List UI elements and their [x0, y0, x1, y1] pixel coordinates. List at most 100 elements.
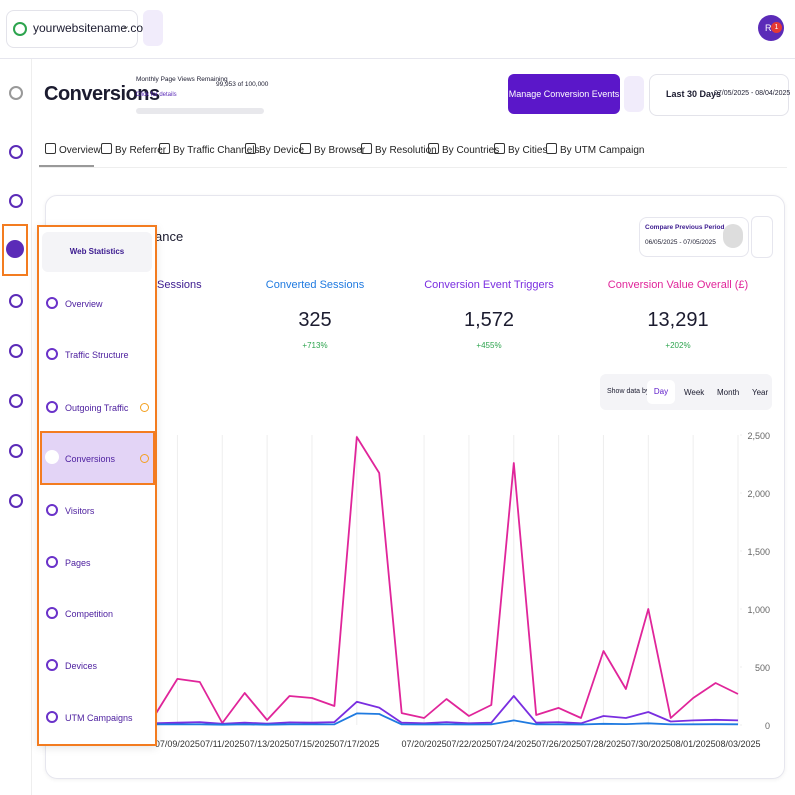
- quota-label: Monthly Page Views Remaining: [136, 76, 228, 83]
- x-tick-label: 07/22/2025: [446, 739, 491, 749]
- stat-label: Conversion Value Overall (£): [607, 279, 749, 291]
- menu-icon: [46, 556, 58, 568]
- menu-icon: [46, 659, 58, 671]
- menu-active: [40, 431, 155, 485]
- tab[interactable]: By Cities: [494, 143, 547, 156]
- menu-item[interactable]: Pages: [65, 558, 91, 568]
- chevron: ⌄: [121, 20, 131, 32]
- external-link[interactable]: [143, 10, 163, 46]
- show-by-option[interactable]: Day: [647, 380, 675, 404]
- sidebar: [0, 59, 32, 795]
- quota-value: 99,953 of 100,000: [216, 81, 269, 88]
- menu-item[interactable]: UTM Campaigns: [65, 713, 133, 723]
- x-tick-label: 07/30/2025: [626, 739, 671, 749]
- x-tick-label: 07/09/2025: [155, 739, 200, 749]
- menu-icon: [46, 711, 58, 723]
- menu-item[interactable]: Overview: [65, 299, 103, 309]
- nav-active-icon: [6, 240, 24, 258]
- y-tick-label: 1,000: [747, 605, 770, 615]
- site-selector[interactable]: [6, 10, 138, 48]
- stat-change: +455%: [476, 341, 502, 350]
- nav-icon[interactable]: [9, 444, 23, 458]
- menu-item[interactable]: Conversions: [65, 454, 116, 464]
- y-tick-label: 500: [755, 663, 770, 673]
- stat-value: 325: [298, 309, 332, 331]
- x-tick-label: 08/03/2025: [715, 739, 760, 749]
- menu-item[interactable]: Outgoing Traffic: [65, 403, 129, 413]
- stat-value: 1,572: [463, 309, 515, 331]
- tab[interactable]: By Referrer: [101, 143, 166, 156]
- show-by-label: Show data by:: [607, 388, 652, 395]
- compare-range: 06/05/2025 - 07/05/2025: [645, 239, 716, 246]
- menu-item[interactable]: Competition: [65, 609, 114, 619]
- tab[interactable]: Overview: [45, 143, 101, 156]
- compare-label: Compare Previous Period: [645, 224, 725, 231]
- tab-divider: [39, 167, 787, 168]
- stat-change: +202%: [665, 341, 691, 350]
- compare-toggle[interactable]: [723, 224, 743, 248]
- manage-button[interactable]: Manage Conversion Events: [508, 74, 620, 114]
- y-tick-label: 2,500: [747, 431, 770, 441]
- y-tick-label: 0: [765, 721, 770, 731]
- menu-icon: [46, 504, 58, 516]
- x-tick-label: 07/11/2025: [200, 739, 244, 749]
- nav-icon[interactable]: [9, 145, 23, 159]
- refresh-button[interactable]: [624, 76, 644, 112]
- show-by-option[interactable]: Week: [684, 388, 705, 397]
- stat-change: +713%: [302, 341, 328, 350]
- tab[interactable]: By Countries: [428, 143, 499, 156]
- stat-label: Converted Sessions: [265, 279, 365, 291]
- stats-menu: [37, 225, 157, 746]
- tab-underline: [39, 165, 94, 167]
- notification-badge: 1: [771, 22, 782, 33]
- menu-item[interactable]: Traffic Structure: [65, 350, 129, 360]
- menu-icon: [46, 607, 58, 619]
- quota-link[interactable]: Click for details: [136, 92, 177, 98]
- menu-item[interactable]: Devices: [65, 661, 98, 671]
- stat-label: Conversion Event Triggers: [424, 279, 554, 291]
- tab[interactable]: By Traffic Channels: [159, 143, 260, 156]
- nav-icon[interactable]: [9, 294, 23, 308]
- nav-icon[interactable]: [9, 344, 23, 358]
- nav-icon[interactable]: [9, 494, 23, 508]
- x-tick-label: 07/17/2025: [334, 739, 379, 749]
- nav-icon[interactable]: [9, 194, 23, 208]
- site-icon: [13, 22, 27, 36]
- show-by-option[interactable]: Month: [717, 388, 740, 397]
- filter-button[interactable]: [751, 216, 773, 258]
- series-line: [154, 695, 739, 725]
- x-tick-label: 08/01/2025: [671, 739, 716, 749]
- tab[interactable]: By Resolution: [361, 143, 437, 156]
- menu-dot: [140, 454, 149, 463]
- period: Last 30 Days: [666, 89, 722, 99]
- quota-bar: [136, 108, 264, 114]
- y-tick-label: 2,000: [747, 489, 770, 499]
- nav-active[interactable]: [2, 224, 28, 276]
- menu-active-icon: [45, 450, 59, 464]
- top-bar: [0, 0, 795, 59]
- x-tick-label: 07/13/2025: [245, 739, 290, 749]
- series-line: [155, 712, 739, 726]
- tab[interactable]: By Browser: [300, 143, 365, 156]
- x-tick-label: 07/15/2025: [289, 739, 334, 749]
- show-by-box: [600, 374, 772, 410]
- compare-box: [639, 217, 749, 257]
- y-tick-label: 1,500: [747, 547, 770, 557]
- show-by-option[interactable]: Year: [752, 388, 769, 397]
- site-name: yourwebsitename.com: [33, 21, 154, 35]
- tab[interactable]: By Device: [245, 143, 304, 156]
- stat-value: 13,291: [647, 309, 709, 331]
- series-line: [154, 436, 739, 724]
- date-picker[interactable]: [649, 74, 789, 116]
- x-tick-label: 07/28/2025: [581, 739, 626, 749]
- tab[interactable]: By UTM Campaign: [546, 143, 644, 156]
- range: 07/05/2025 - 08/04/2025: [714, 90, 791, 97]
- x-tick-label: 07/24/2025: [491, 739, 536, 749]
- menu-icon: [46, 348, 58, 360]
- nav-icon[interactable]: [9, 86, 23, 100]
- menu-icon: [46, 401, 58, 413]
- nav-icon[interactable]: [9, 394, 23, 408]
- menu-item[interactable]: Visitors: [65, 506, 95, 516]
